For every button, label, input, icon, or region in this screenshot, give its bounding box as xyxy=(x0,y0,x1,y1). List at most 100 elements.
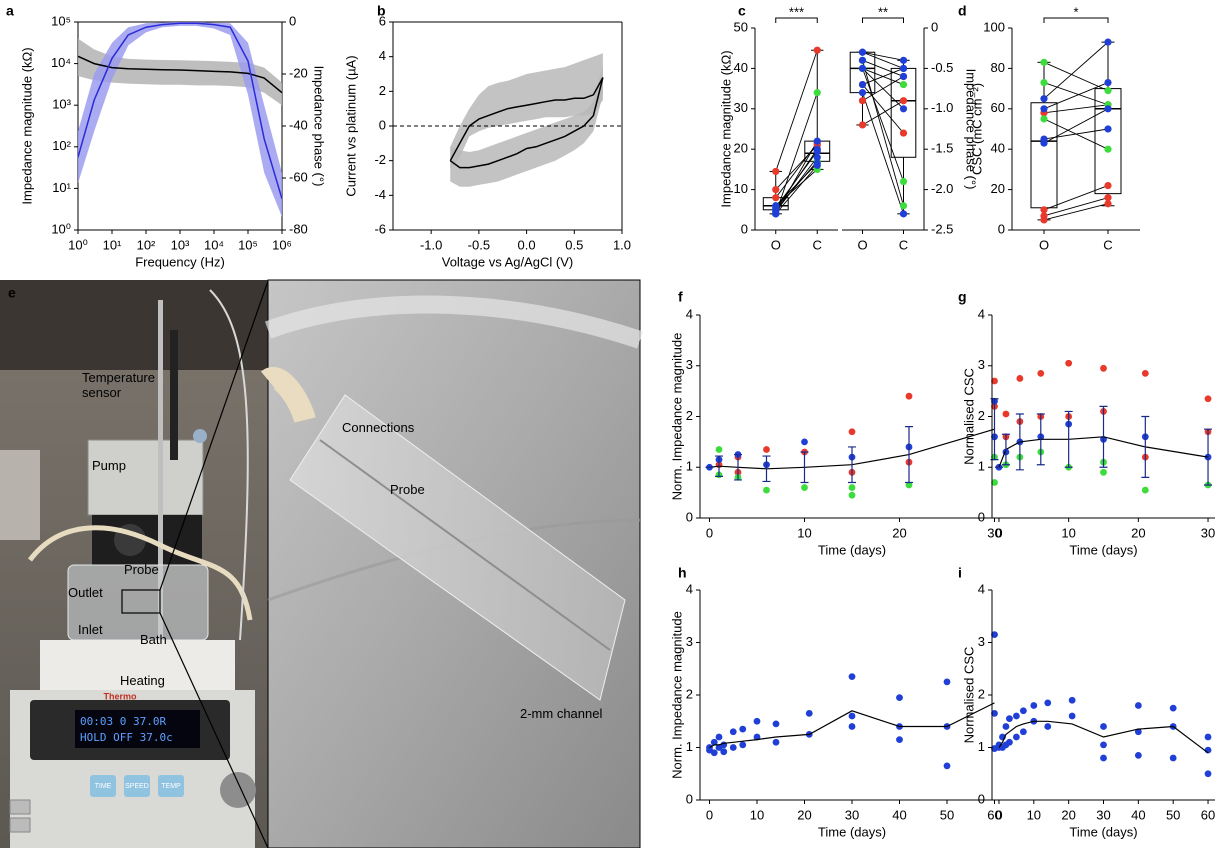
x-tick-label: 40 xyxy=(1131,807,1145,822)
x-tick-label: 10 xyxy=(797,525,811,540)
y-axis-label: Impedance magnitude (kΩ) xyxy=(718,50,733,207)
significance-bracket xyxy=(862,17,904,23)
y-tick-label: 2 xyxy=(978,686,985,701)
y2-tick-label: -20 xyxy=(289,65,308,80)
point xyxy=(772,720,780,728)
y-tick-label: 2 xyxy=(686,408,693,423)
error-bar xyxy=(905,426,913,484)
band xyxy=(450,65,603,187)
x-tick-label: 60 xyxy=(1201,807,1215,822)
point xyxy=(1134,751,1142,759)
x-tick-label: -0.5 xyxy=(468,237,490,252)
mean-line xyxy=(998,720,1209,754)
point xyxy=(720,748,728,756)
brand: Thermo xyxy=(103,691,137,701)
point xyxy=(753,717,761,725)
photo-annotation: 2-mm channel xyxy=(520,706,603,721)
y-tick-label: -4 xyxy=(374,187,386,202)
y-tick-label: 40 xyxy=(991,141,1005,156)
x-tick-label: C xyxy=(899,237,908,252)
point xyxy=(1019,728,1027,736)
y-tick-label: 0 xyxy=(998,221,1005,236)
x-tick-label: O xyxy=(857,237,867,252)
pair-link xyxy=(862,100,904,126)
x-tick-label: 10 xyxy=(1061,525,1075,540)
x-tick-label: 10³ xyxy=(171,237,190,252)
point xyxy=(1040,105,1048,113)
hotplate-display: 00:03 0 37.0R HOLD OFF 37.0c Thermo TIME… xyxy=(80,691,184,797)
point xyxy=(1040,212,1048,220)
point xyxy=(1006,738,1013,746)
error-bar xyxy=(762,455,771,483)
panel-label: g xyxy=(958,289,967,305)
y-tick-label: 50 xyxy=(734,19,748,34)
point xyxy=(1204,770,1212,778)
y-tick-label: 4 xyxy=(686,306,693,321)
error-bar xyxy=(800,451,809,484)
point xyxy=(943,678,951,686)
point xyxy=(858,80,867,89)
point xyxy=(805,709,813,717)
band xyxy=(450,53,603,170)
error-bar xyxy=(1015,413,1024,471)
panel-label: f xyxy=(678,289,683,305)
point xyxy=(753,733,761,741)
point xyxy=(763,486,770,494)
x-tick-label: 10¹ xyxy=(103,237,122,252)
point xyxy=(899,56,908,64)
panel-label: b xyxy=(377,3,386,19)
point xyxy=(1100,723,1107,730)
line xyxy=(449,77,604,169)
band xyxy=(78,38,282,106)
panel-label: e xyxy=(8,285,16,301)
point xyxy=(858,64,867,72)
photo-annotation: Probe xyxy=(124,562,159,577)
photo-annotation: Temperature sensor xyxy=(82,370,155,400)
x-axis-label: Time (days) xyxy=(1069,824,1137,839)
pair-link xyxy=(862,68,904,110)
x-axis-label: Time (days) xyxy=(818,824,886,839)
point xyxy=(772,167,780,176)
point xyxy=(896,694,903,702)
point xyxy=(1068,696,1076,704)
error-bar xyxy=(1036,413,1045,466)
y2-axis-label: Impedance phase (°) xyxy=(964,69,979,190)
x-axis-label: Frequency (Hz) xyxy=(135,254,225,269)
pair-link xyxy=(862,68,904,182)
point xyxy=(848,723,856,730)
significance-bracket xyxy=(775,17,818,23)
pair-link xyxy=(1043,203,1109,221)
x-axis-label: Time (days) xyxy=(1069,542,1137,557)
error-bar xyxy=(1064,410,1073,468)
pair-link xyxy=(862,59,904,77)
point xyxy=(1104,38,1112,46)
photo-annotation: Probe xyxy=(390,482,425,497)
x-tick-label: 60 xyxy=(987,807,1001,822)
x-tick-label: 0.0 xyxy=(518,237,536,252)
y-tick-label: 20 xyxy=(734,141,748,156)
point xyxy=(1044,723,1052,730)
y-tick-label: 4 xyxy=(379,48,386,63)
y-tick-label: 1 xyxy=(978,459,985,474)
point xyxy=(1104,145,1112,153)
pair-link xyxy=(862,67,904,85)
point xyxy=(1012,712,1020,720)
point xyxy=(991,709,998,717)
pair-link xyxy=(775,165,818,215)
x-tick-label: 0 xyxy=(706,525,713,540)
point xyxy=(1040,58,1048,66)
point xyxy=(1100,468,1107,476)
photo-annotation: Outlet xyxy=(68,585,103,600)
point xyxy=(896,736,903,744)
x-tick-label: -1.0 xyxy=(420,237,442,252)
point xyxy=(1104,87,1112,95)
point xyxy=(1002,410,1010,418)
point xyxy=(801,438,808,446)
point xyxy=(772,210,780,218)
y2-tick-label: 0 xyxy=(931,19,938,34)
y-tick-label: 3 xyxy=(686,634,693,649)
band xyxy=(78,22,282,217)
point xyxy=(1204,733,1212,741)
line xyxy=(449,77,604,162)
